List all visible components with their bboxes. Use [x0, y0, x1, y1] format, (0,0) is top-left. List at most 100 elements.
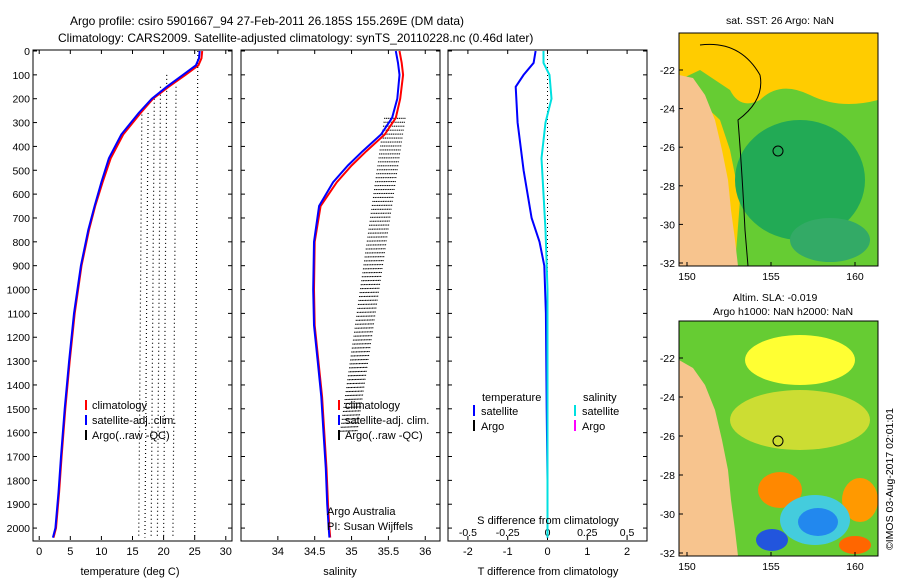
argo-profile [353, 117, 402, 433]
depth-tick-label: 700 [12, 213, 30, 225]
x-tick-label: 34 [272, 546, 284, 558]
argo-profile [144, 113, 149, 538]
top-tick-label: 0.25 [577, 527, 598, 539]
x-tick-label: 34.5 [304, 546, 325, 558]
argo-profile [339, 117, 386, 433]
x-tick-label: 5 [67, 546, 73, 558]
legend-climatology-label: climatology [345, 400, 401, 412]
temperature-legend: climatology satellite-adj. clim. Argo(..… [85, 400, 176, 442]
lon-tick-label: 160 [846, 561, 864, 573]
sla-map-lat-axis: -22 -24 -26 -28 -30 -32 [660, 353, 683, 560]
difference-x-axis: -2 -1 0 1 2-0.5 -0.25 0 0.25 0.5 [459, 50, 635, 558]
title-line-2: Climatology: CARS2009. Satellite-adjuste… [58, 31, 533, 45]
argo-profile [356, 117, 406, 433]
argo-profile [138, 110, 143, 538]
depth-tick-label: 1300 [7, 356, 31, 368]
argo-profile [162, 74, 168, 538]
lat-tick-label: -24 [660, 104, 675, 116]
lon-tick-label: 155 [762, 561, 780, 573]
difference-panel: -2 -1 0 1 2-0.5 -0.25 0 0.25 0.5 T difference fr… [447, 49, 648, 578]
legend-s-satellite-label: satellite [582, 406, 619, 418]
legend-s-argo-label: Argo [582, 421, 605, 433]
difference-legend: temperature salinity satellite Argo sate… [473, 392, 619, 433]
argo-profile [354, 117, 404, 433]
title-line-1: Argo profile: csiro 5901667_94 27-Feb-20… [70, 14, 464, 28]
salinity-x-axis: 34 34.5 35 35.5 36 [272, 50, 431, 558]
x-tick-label: 15 [126, 546, 138, 558]
sst-map-lat-axis: -22 -24 -26 -28 -30 -32 [660, 65, 683, 270]
temperature-panel: 0100200300400500600700800900100011001200… [7, 46, 647, 578]
temperature-x-axis: 0 5 10 15 20 25 30 [36, 50, 232, 558]
lat-tick-label: -32 [660, 258, 675, 270]
lat-tick-label: -22 [660, 353, 675, 365]
argo-profile [348, 117, 397, 433]
argo-profile [150, 98, 155, 538]
credit-argo-australia: Argo Australia [327, 506, 396, 518]
top-tick-label: -0.5 [459, 527, 477, 539]
depth-tick-label: 1000 [7, 285, 31, 297]
sla-map-image [678, 320, 879, 557]
depth-tick-label: 1600 [7, 428, 31, 440]
x-tick-label: 2 [624, 546, 630, 558]
lat-tick-label: -24 [660, 392, 675, 404]
depth-tick-label: 1100 [7, 308, 30, 320]
depth-tick-label: 1900 [7, 499, 31, 511]
argo-profile [342, 117, 390, 433]
depth-tick-label: 900 [12, 261, 30, 273]
legend-satellite-label: satellite-adj. clim. [92, 415, 176, 427]
lat-tick-label: -28 [660, 181, 675, 193]
series-line-temperature-satellite [514, 50, 549, 538]
top-tick-label: 0.5 [620, 527, 635, 539]
x-tick-label: 35 [345, 546, 357, 558]
sla-map-title-2: Argo h1000: NaN h2000: NaN [713, 306, 853, 318]
depth-tick-label: 600 [12, 189, 30, 201]
difference-top-label: S difference from climatology [477, 515, 619, 527]
lon-tick-label: 150 [678, 271, 696, 283]
difference-x-label: T difference from climatology [478, 566, 619, 578]
x-tick-label: 0 [544, 546, 550, 558]
lon-tick-label: 160 [846, 271, 864, 283]
depth-tick-label: 1200 [7, 332, 31, 344]
sst-map-panel: sat. SST: 26 Argo: NaN -22 -24 -26 -28 -30 -3… [660, 15, 879, 283]
sla-map-lon-axis: 150 155 160 [678, 552, 864, 573]
x-tick-label: -2 [463, 546, 473, 558]
depth-tick-label: 1500 [7, 404, 31, 416]
depth-tick-label: 800 [12, 237, 30, 249]
x-tick-label: 10 [95, 546, 107, 558]
legend-satellite-label: satellite-adj. clim. [345, 415, 429, 427]
salinity-legend: climatology satellite-adj. clim. Argo(..… [338, 400, 429, 442]
x-tick-label: 1 [584, 546, 590, 558]
argo-location-marker [772, 145, 784, 157]
temperature-x-label: temperature (deg C) [80, 566, 179, 578]
depth-tick-label: 1700 [7, 452, 31, 464]
argo-location-marker [772, 435, 784, 447]
temperature-argo-profiles [138, 50, 199, 538]
depth-tick-label: 200 [12, 94, 30, 106]
x-tick-label: 0 [36, 546, 42, 558]
argo-profile [351, 117, 401, 433]
salinity-panel: 34 34.5 35 35.5 36 salinity climatology sate… [240, 49, 441, 578]
salinity-argo-profiles [339, 117, 406, 433]
sla-map-title-1: Altim. SLA: -0.019 [733, 292, 818, 304]
salinity-plot-frame [240, 49, 441, 542]
series-line-satellite-adj-clim- [51, 50, 201, 538]
imos-credit: ©IMOS 03-Aug-2017 02:01:01 [884, 408, 896, 550]
depth-tick-label: 500 [12, 165, 30, 177]
x-tick-label: 35.5 [378, 546, 399, 558]
lat-tick-label: -26 [660, 142, 675, 154]
x-tick-label: -1 [503, 546, 513, 558]
argo-profile [156, 86, 162, 538]
depth-tick-label: 2000 [7, 523, 31, 535]
land-mass [679, 75, 738, 266]
argo-profile [194, 50, 199, 538]
temperature-series [51, 50, 204, 538]
sst-map-image [678, 32, 879, 267]
sla-map-panel: Altim. SLA: -0.019 Argo h1000: NaN h2000… [660, 292, 879, 573]
depth-tick-label: 0 [24, 46, 30, 58]
lat-tick-label: -32 [660, 548, 675, 560]
depth-tick-label: 1400 [7, 380, 31, 392]
salinity-x-label: salinity [323, 566, 357, 578]
legend-argo-label: Argo(..raw -QC) [345, 430, 423, 442]
legend-t-satellite-label: satellite [481, 406, 518, 418]
